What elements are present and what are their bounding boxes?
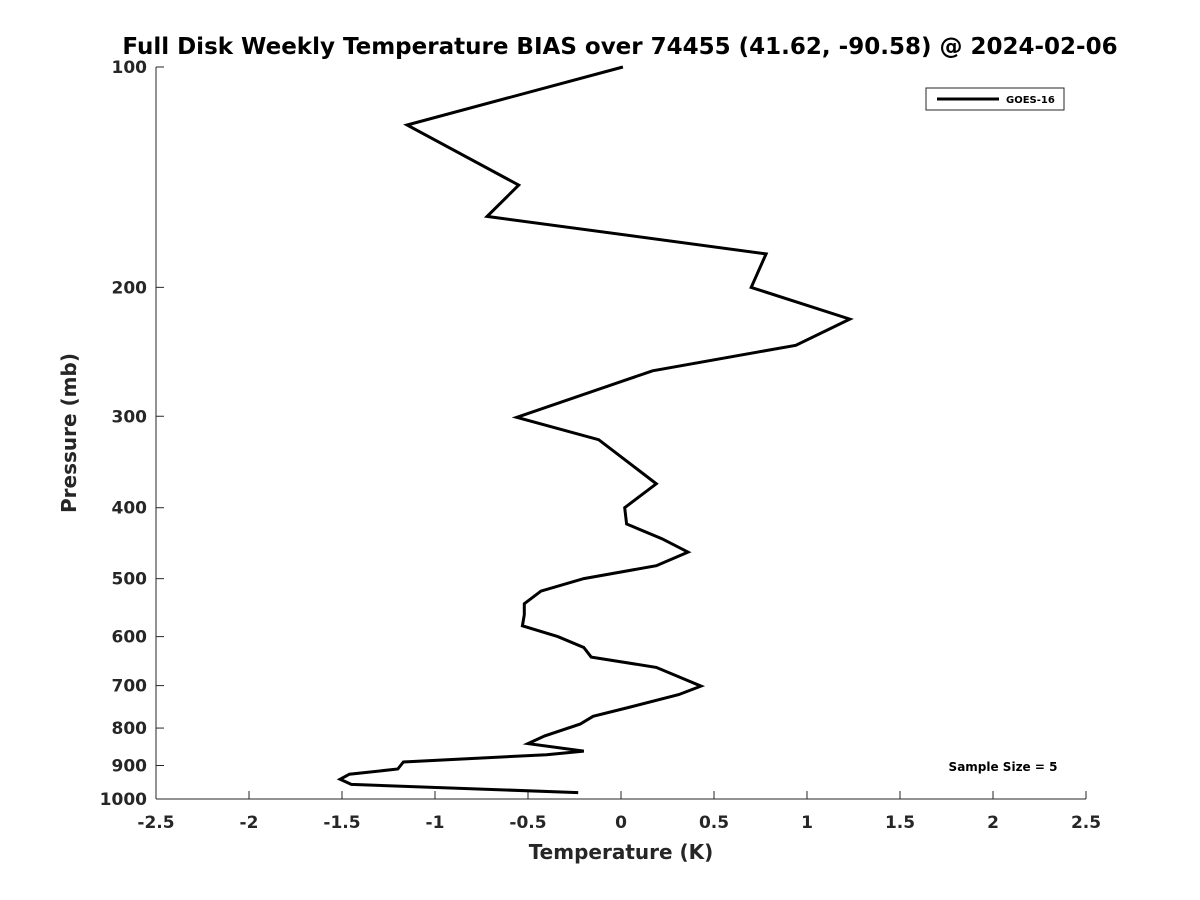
x-tick-label: -1 — [426, 813, 445, 833]
sample-size-annotation: Sample Size = 5 — [949, 760, 1058, 774]
x-tick-label: 1 — [801, 813, 813, 833]
y-tick-label: 400 — [112, 499, 148, 519]
chart-title: Full Disk Weekly Temperature BIAS over 7… — [122, 34, 1117, 60]
plot-area: -2.5 -2 -1.5 -1 -0.5 0 0.5 1 1.5 2 2.5 100 200 300 40… — [100, 58, 1101, 833]
y-tick-label: 900 — [112, 757, 148, 777]
x-tick-label: 2.5 — [1071, 813, 1101, 833]
y-tick-label: 700 — [112, 677, 148, 697]
x-tick-label: 0 — [615, 813, 627, 833]
y-tick-label: 800 — [112, 719, 148, 739]
x-axis-label: Temperature (K) — [529, 840, 714, 864]
x-tick-label: -1.5 — [323, 813, 360, 833]
y-tick-label: 300 — [112, 407, 148, 427]
y-tick-label: 100 — [112, 58, 148, 78]
legend: GOES-16 — [925, 87, 1065, 111]
x-tick-label: 0.5 — [699, 813, 729, 833]
series-line-goes-16 — [336, 65, 854, 795]
x-tick-label: -2.5 — [137, 813, 174, 833]
x-tick-label: -2 — [240, 813, 259, 833]
x-tick-label: 2 — [987, 813, 999, 833]
y-ticks: 100 200 300 400 500 600 700 800 900 1000 — [100, 58, 164, 810]
x-ticks: -2.5 -2 -1.5 -1 -0.5 0 0.5 1 1.5 2 2.5 — [137, 791, 1101, 833]
y-tick-label: 500 — [112, 570, 148, 590]
y-axis-label: Pressure (mb) — [57, 353, 81, 513]
x-tick-label: -0.5 — [509, 813, 546, 833]
y-tick-label: 1000 — [100, 790, 147, 810]
y-tick-label: 600 — [112, 628, 148, 648]
y-tick-label: 200 — [112, 278, 148, 298]
x-tick-label: 1.5 — [885, 813, 915, 833]
legend-series-label: GOES-16 — [1006, 95, 1055, 106]
series-layer — [336, 65, 854, 795]
